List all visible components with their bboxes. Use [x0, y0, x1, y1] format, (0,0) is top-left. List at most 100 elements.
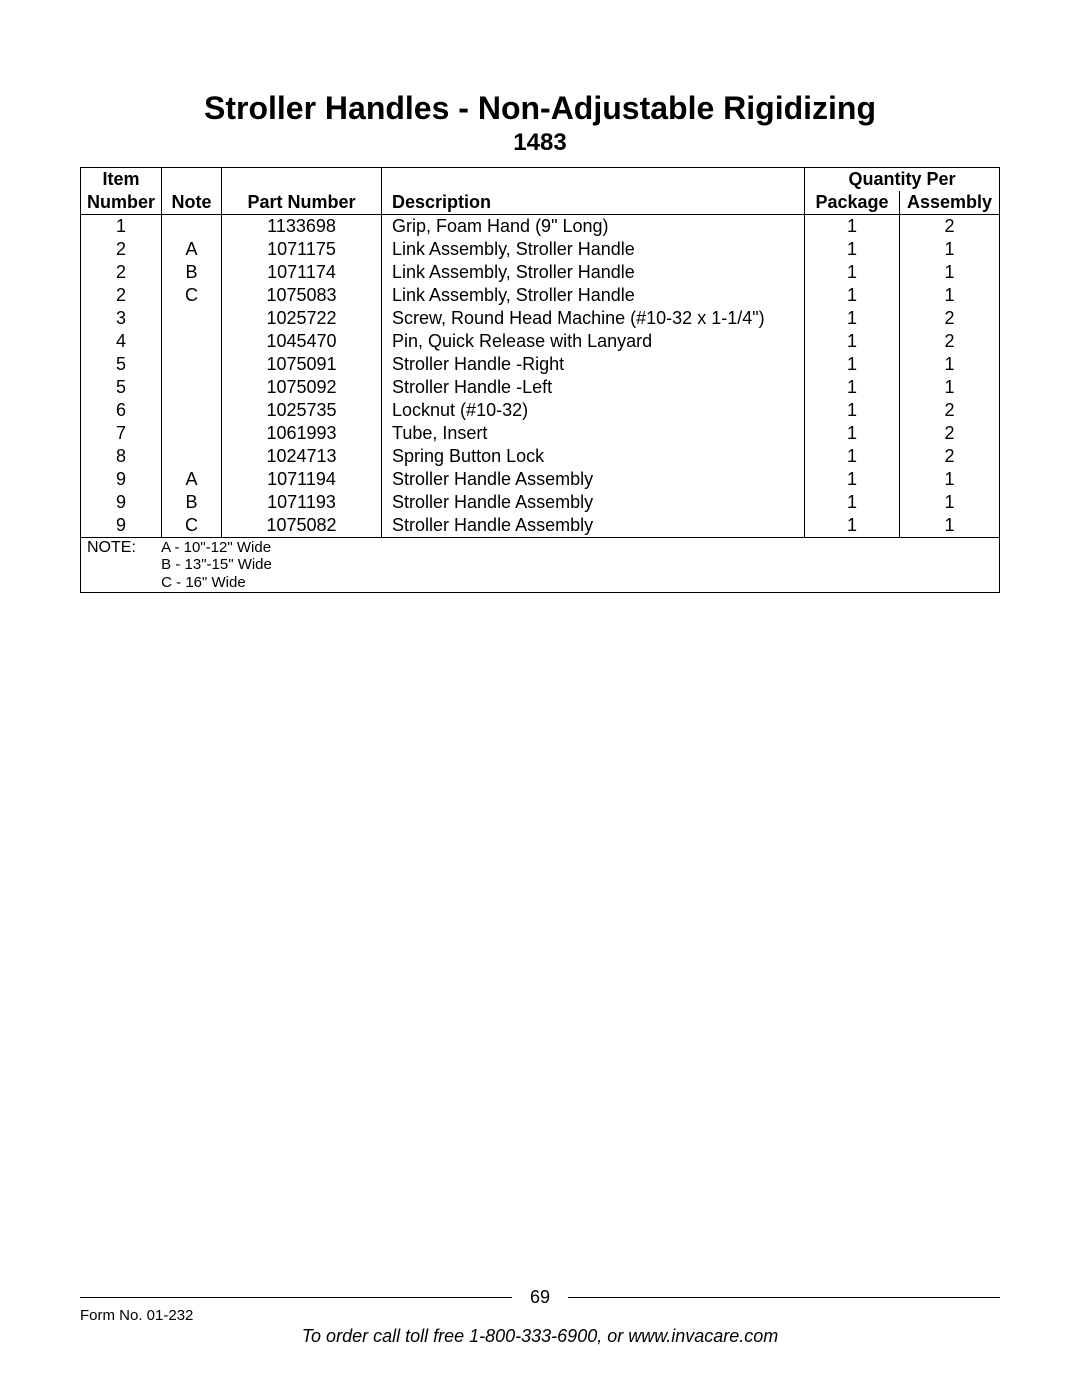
cell-item-number: 3: [81, 307, 162, 330]
cell-qty-assembly: 1: [900, 284, 1000, 307]
cell-qty-assembly: 1: [900, 238, 1000, 261]
cell-note: [162, 353, 222, 376]
page-title: Stroller Handles - Non-Adjustable Rigidi…: [80, 90, 1000, 127]
cell-qty-assembly: 1: [900, 491, 1000, 514]
page-subtitle: 1483: [80, 129, 1000, 157]
table-row: 41045470Pin, Quick Release with Lanyard1…: [81, 330, 1000, 353]
cell-part-number: 1071193: [222, 491, 382, 514]
note-line: C - 16" Wide: [161, 574, 246, 591]
table-row: 51075092Stroller Handle -Left11: [81, 376, 1000, 399]
table-row: 71061993Tube, Insert12: [81, 422, 1000, 445]
cell-qty-assembly: 2: [900, 330, 1000, 353]
col-header-part-top: [222, 168, 382, 192]
note-line: A - 10"-12" Wide: [161, 539, 271, 556]
col-header-desc: Description: [382, 191, 805, 215]
table-row: 9B1071193Stroller Handle Assembly11: [81, 491, 1000, 514]
cell-qty-assembly: 2: [900, 307, 1000, 330]
col-header-desc-top: [382, 168, 805, 192]
cell-note: A: [162, 238, 222, 261]
cell-description: Stroller Handle -Left: [382, 376, 805, 399]
table-row: 9C1075082Stroller Handle Assembly11: [81, 514, 1000, 538]
table-row: 61025735Locknut (#10-32)12: [81, 399, 1000, 422]
table-row: 11133698Grip, Foam Hand (9" Long)12: [81, 215, 1000, 239]
cell-description: Link Assembly, Stroller Handle: [382, 238, 805, 261]
cell-qty-package: 1: [805, 491, 900, 514]
parts-table: Item Quantity Per Number Note Part Numbe…: [80, 167, 1000, 593]
table-row: 2A1071175Link Assembly, Stroller Handle1…: [81, 238, 1000, 261]
cell-qty-assembly: 1: [900, 353, 1000, 376]
footer-page-number: 69: [524, 1287, 556, 1308]
table-row: 3 1025722Screw, Round Head Machine (#10-3…: [81, 307, 1000, 330]
cell-qty-package: 1: [805, 399, 900, 422]
cell-description: Stroller Handle Assembly: [382, 468, 805, 491]
cell-item-number: 8: [81, 445, 162, 468]
footer-rule-row: 69: [80, 1287, 1000, 1308]
table-row: 9A1071194Stroller Handle Assembly11: [81, 468, 1000, 491]
cell-description: Locknut (#10-32): [382, 399, 805, 422]
table-row: 51075091Stroller Handle -Right11: [81, 353, 1000, 376]
cell-qty-assembly: 1: [900, 376, 1000, 399]
cell-item-number: 1: [81, 215, 162, 239]
footer-form-number: Form No. 01-232: [80, 1307, 193, 1324]
cell-qty-assembly: 2: [900, 445, 1000, 468]
cell-qty-package: 1: [805, 468, 900, 491]
cell-item-number: 7: [81, 422, 162, 445]
cell-item-number: 2: [81, 284, 162, 307]
table-row: 2B1071174Link Assembly, Stroller Handle1…: [81, 261, 1000, 284]
cell-part-number: 1061993: [222, 422, 382, 445]
cell-note: B: [162, 491, 222, 514]
cell-item-number: 9: [81, 514, 162, 538]
col-header-qty-group: Quantity Per: [805, 168, 1000, 192]
cell-note: [162, 422, 222, 445]
cell-part-number: 1045470: [222, 330, 382, 353]
cell-description: Spring Button Lock: [382, 445, 805, 468]
col-header-item: Number: [81, 191, 162, 215]
note-lines: A - 10"-12" WideB - 13"-15" WideC - 16" …: [161, 539, 272, 591]
cell-part-number: 1133698: [222, 215, 382, 239]
cell-note: C: [162, 284, 222, 307]
cell-qty-assembly: 1: [900, 468, 1000, 491]
cell-part-number: 1025722: [222, 307, 382, 330]
cell-part-number: 1075091: [222, 353, 382, 376]
cell-note: [162, 376, 222, 399]
cell-description: Link Assembly, Stroller Handle: [382, 261, 805, 284]
cell-qty-assembly: 1: [900, 514, 1000, 538]
cell-qty-package: 1: [805, 284, 900, 307]
cell-description: Stroller Handle Assembly: [382, 491, 805, 514]
table-row: 81024713Spring Button Lock12: [81, 445, 1000, 468]
cell-item-number: 2: [81, 238, 162, 261]
cell-note: [162, 399, 222, 422]
cell-description: Pin, Quick Release with Lanyard: [382, 330, 805, 353]
cell-qty-assembly: 2: [900, 399, 1000, 422]
table-row: 2C1075083Link Assembly, Stroller Handle1…: [81, 284, 1000, 307]
cell-part-number: 1075083: [222, 284, 382, 307]
col-header-note-top: [162, 168, 222, 192]
cell-qty-package: 1: [805, 353, 900, 376]
cell-item-number: 2: [81, 261, 162, 284]
cell-qty-package: 1: [805, 215, 900, 239]
cell-note: B: [162, 261, 222, 284]
cell-note: [162, 445, 222, 468]
cell-description: Grip, Foam Hand (9" Long): [382, 215, 805, 239]
cell-item-number: 5: [81, 353, 162, 376]
cell-description: Stroller Handle Assembly: [382, 514, 805, 538]
cell-note: A: [162, 468, 222, 491]
col-header-part: Part Number: [222, 191, 382, 215]
cell-qty-assembly: 2: [900, 422, 1000, 445]
cell-part-number: 1075092: [222, 376, 382, 399]
cell-qty-package: 1: [805, 445, 900, 468]
cell-part-number: 1071194: [222, 468, 382, 491]
col-header-item-top: Item: [81, 168, 162, 192]
cell-qty-assembly: 1: [900, 261, 1000, 284]
cell-description: Stroller Handle -Right: [382, 353, 805, 376]
cell-description: Screw, Round Head Machine (#10-32 x 1-1/…: [382, 307, 805, 330]
cell-qty-package: 1: [805, 376, 900, 399]
col-header-pkg: Package: [805, 191, 900, 215]
cell-description: Link Assembly, Stroller Handle: [382, 284, 805, 307]
cell-note: [162, 307, 222, 330]
note-block: NOTE: A - 10"-12" WideB - 13"-15" WideC …: [81, 538, 1000, 593]
cell-item-number: 9: [81, 468, 162, 491]
cell-item-number: 4: [81, 330, 162, 353]
cell-note: [162, 215, 222, 239]
footer-rule-right: [568, 1297, 1000, 1298]
